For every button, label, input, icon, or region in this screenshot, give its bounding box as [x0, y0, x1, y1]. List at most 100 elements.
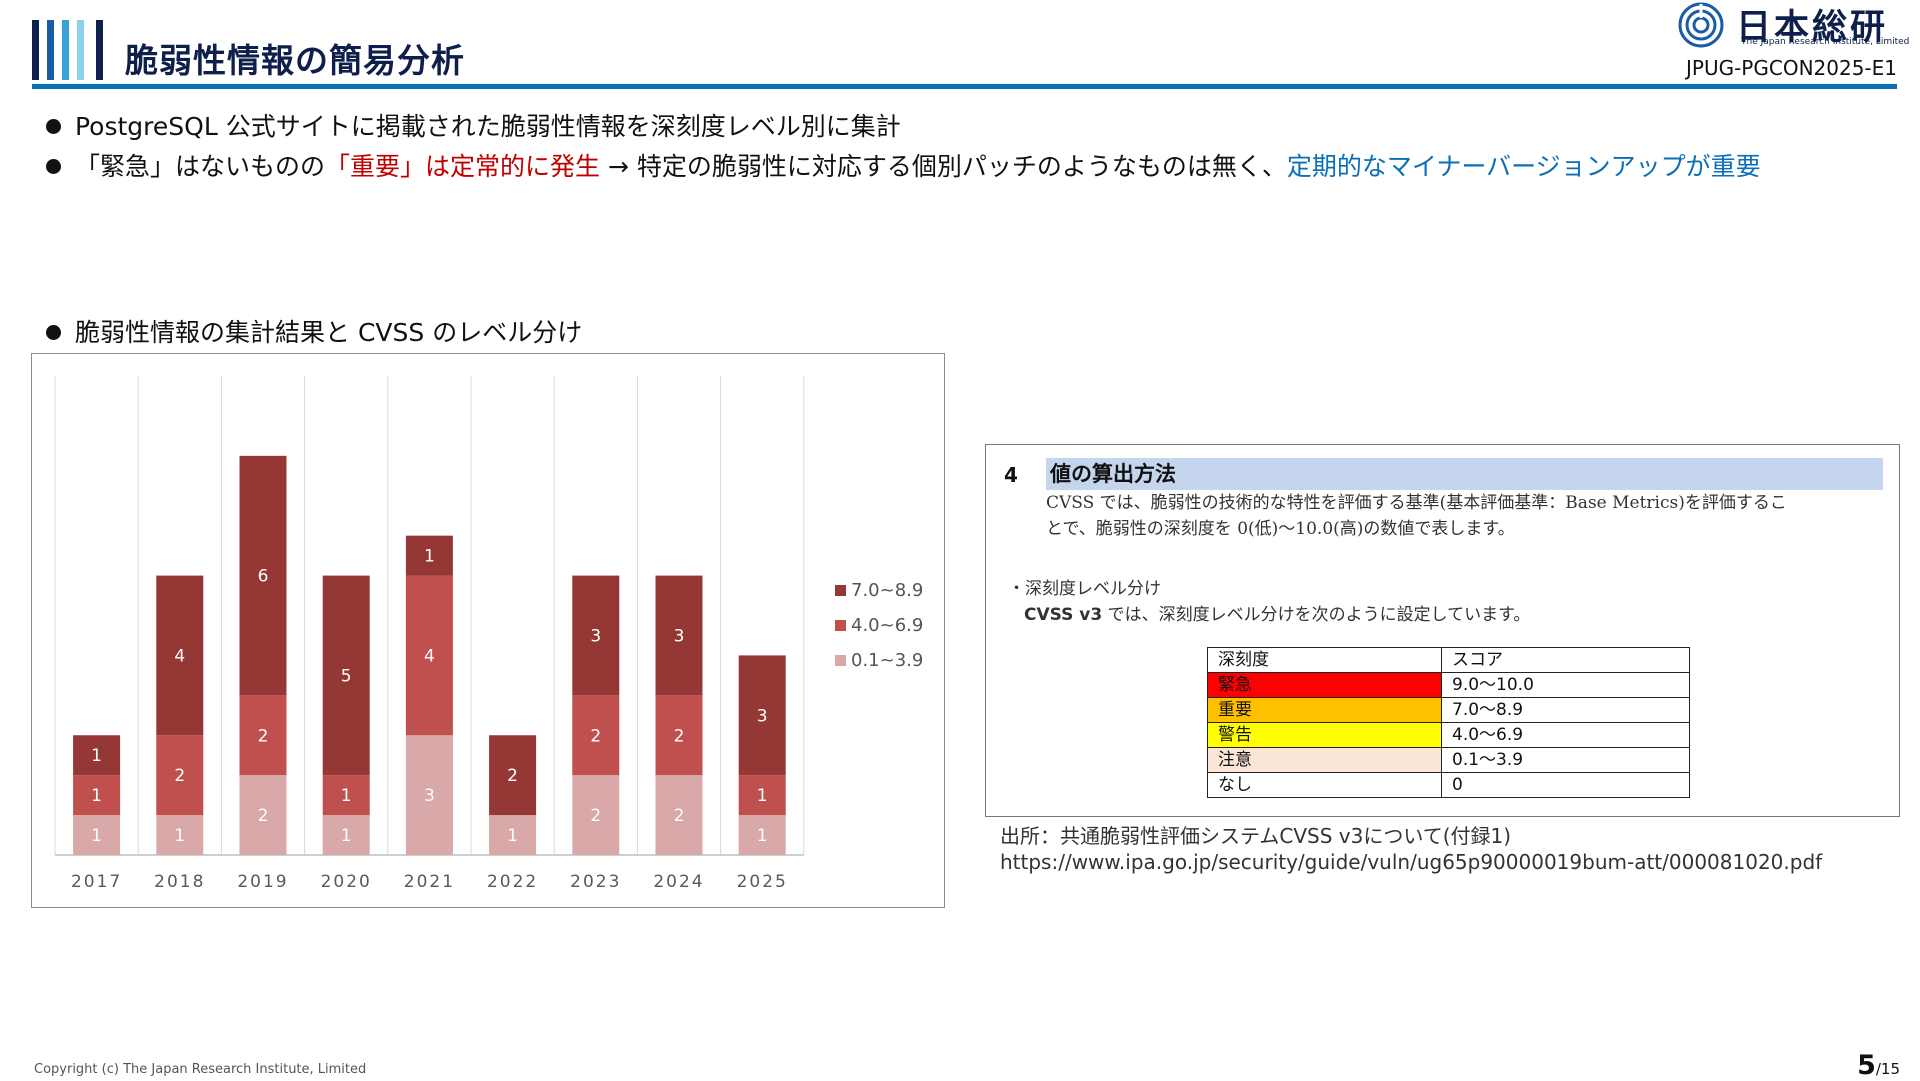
bar-segment: [738, 815, 786, 855]
data-label: 3: [590, 626, 601, 646]
bar-segment: [322, 815, 370, 855]
bullet-2-highlight-red: 「重要」は定常的に発生: [325, 152, 601, 181]
copyright: Copyright (c) The Japan Research Institu…: [34, 1062, 367, 1077]
accent-bar: [96, 20, 103, 80]
bar-segment: [655, 575, 703, 696]
source-citation: 出所：共通脆弱性評価システムCVSS v3について(付録1) https://w…: [1000, 823, 1822, 875]
x-tick-label: 2025: [737, 872, 788, 892]
company-logo: 日本総研 The Japan Research Institute, Limit…: [1678, 0, 1909, 50]
page-total: /15: [1875, 1060, 1900, 1078]
bar-segment: [738, 775, 786, 816]
bar-segment: [73, 815, 121, 855]
data-label: 2: [507, 766, 518, 786]
bar-segment: [738, 655, 786, 776]
bullet-2-text-a: 「緊急」はないものの: [75, 152, 326, 181]
data-label: 1: [424, 547, 435, 567]
bar-segment: [322, 575, 370, 776]
vulnerability-chart: 1 1 1 2017 1 2 4 2018 2 2 6 2019 1 1 5 2020 3 4 1 2021 1 2 202…: [31, 353, 945, 908]
page-current: 5: [1857, 1050, 1876, 1081]
table-row: 重要 7.0～8.9: [1207, 697, 1690, 723]
severity-table-header: 深刻度 スコア: [1207, 647, 1690, 673]
legend-label: 0.1~3.9: [851, 650, 923, 671]
data-label: 1: [91, 746, 102, 766]
bar-segment: [489, 815, 537, 855]
x-tick-label: 2020: [321, 872, 372, 892]
score-cell: 0: [1441, 772, 1690, 798]
data-label: 1: [341, 826, 352, 846]
bar-segment: [156, 735, 204, 816]
bar-segment: [489, 735, 537, 816]
bullet-dot-icon: [46, 324, 61, 340]
x-tick-label: 2018: [154, 872, 205, 892]
table-row: 注意 0.1～3.9: [1207, 747, 1690, 773]
data-label: 3: [424, 786, 435, 806]
bullet-2-text-b: → 特定の脆弱性に対応する個別パッチのようなものは無く、: [600, 152, 1287, 181]
bar-segment: [239, 455, 287, 696]
table-row: 警告 4.0～6.9: [1207, 722, 1690, 748]
severity-table: 深刻度 スコア 緊急 9.0～10.0 重要 7.0～8.9 警告 4.0～6.…: [1207, 647, 1690, 798]
bar-segment: [322, 775, 370, 816]
data-label: 5: [341, 666, 352, 686]
bar-segment: [73, 775, 121, 816]
section-description: CVSS では、脆弱性の技術的な特性を評価する基準(基本評価基準：Base Me…: [1046, 490, 1876, 542]
accent-bar: [32, 20, 39, 80]
bar-segment: [572, 775, 620, 855]
bar-segment: [405, 575, 453, 736]
description-line-1: CVSS では、脆弱性の技術的な特性を評価する基準(基本評価基準：Base Me…: [1046, 493, 1787, 513]
data-label: 2: [590, 726, 601, 746]
accent-bar: [77, 20, 84, 80]
table-row: なし 0: [1207, 772, 1690, 798]
x-tick-label: 2023: [570, 872, 621, 892]
accent-bar: [47, 20, 54, 80]
bullet-3-text: 脆弱性情報の集計結果と CVSS のレベル分け: [75, 318, 583, 347]
data-label: 1: [757, 786, 768, 806]
score-cell: 7.0～8.9: [1441, 697, 1690, 723]
legend-label: 7.0~8.9: [851, 580, 923, 601]
levels-description-rest: では、深刻度レベル分けを次のように設定しています。: [1102, 605, 1531, 625]
logo-subtitle: The Japan Research Institute, Limited: [1741, 37, 1910, 47]
levels-heading: ・深刻度レベル分け: [1008, 579, 1161, 599]
legend-swatch: [835, 655, 846, 666]
score-cell: 9.0～10.0: [1441, 672, 1690, 698]
data-label: 1: [757, 826, 768, 846]
data-label: 2: [674, 726, 685, 746]
data-label: 2: [674, 806, 685, 826]
bullet-1-text: PostgreSQL 公式サイトに掲載された脆弱性情報を深刻度レベル別に集計: [75, 112, 901, 141]
bullet-dot-icon: [46, 158, 61, 174]
legend-swatch: [835, 585, 846, 596]
x-tick-label: 2024: [653, 872, 704, 892]
x-tick-label: 2017: [71, 872, 122, 892]
bar-segment: [156, 575, 204, 736]
stacked-bar-chart: 1 1 1 2017 1 2 4 2018 2 2 6 2019 1 1 5 2020 3 4 1 2021 1 2 202…: [54, 376, 923, 892]
data-label: 1: [91, 826, 102, 846]
data-label: 2: [258, 806, 269, 826]
x-tick-label: 2019: [237, 872, 288, 892]
title-rule: [32, 84, 1897, 89]
table-row: 緊急 9.0～10.0: [1207, 672, 1690, 698]
description-line-2: とで、脆弱性の深刻度を 0(低)～10.0(高)の数値で表します。: [1046, 519, 1515, 539]
bullet-2: 「緊急」はないものの「重要」は定常的に発生 → 特定の脆弱性に対応する個別パッチ…: [46, 147, 1761, 183]
bar-segment: [572, 575, 620, 696]
section-title: 値の算出方法: [1046, 458, 1883, 490]
data-label: 6: [258, 567, 269, 587]
bar-segment: [73, 735, 121, 776]
bullet-dot-icon: [46, 118, 61, 134]
levels-description: CVSS v3 では、深刻度レベル分けを次のように設定しています。: [1024, 600, 1530, 625]
bar-segment: [239, 695, 287, 776]
data-label: 1: [91, 786, 102, 806]
bar-segment: [655, 775, 703, 855]
accent-bar: [62, 20, 69, 80]
data-label: 2: [174, 766, 185, 786]
bar-segment: [655, 695, 703, 776]
severity-cell: 注意: [1207, 747, 1442, 773]
severity-cell: 警告: [1207, 722, 1442, 748]
data-label: 1: [507, 826, 518, 846]
bar-segment: [156, 815, 204, 855]
score-cell: 4.0～6.9: [1441, 722, 1690, 748]
bullet-2-highlight-blue: 定期的なマイナーバージョンアップが重要: [1286, 152, 1761, 181]
section-number: 4: [1004, 463, 1018, 487]
source-url[interactable]: https://www.ipa.go.jp/security/guide/vul…: [1000, 850, 1823, 874]
bar-segment: [572, 695, 620, 776]
severity-cell: なし: [1207, 772, 1442, 798]
document-id: JPUG-PGCON2025-E1: [1685, 56, 1897, 80]
